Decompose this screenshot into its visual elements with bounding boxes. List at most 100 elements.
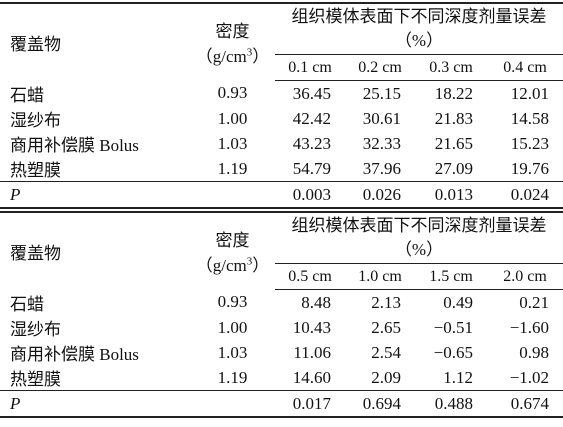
value: 2.65 [371,317,401,337]
value: 10.43 [292,317,331,337]
data-row: 热塑膜 1.19 14.60 2.09 1.12 −1.02 [0,365,563,391]
density: 1.19 [217,158,248,178]
unit-sup: 3 [246,46,253,59]
p-value: 0.026 [345,181,415,209]
unit-sup: 3 [246,255,253,268]
value: 30.61 [362,108,401,128]
value: 19.76 [510,158,550,178]
value: 14.60 [292,367,331,387]
material: 石蜡 [10,294,44,314]
unit-post: ） [252,256,270,276]
depth-label: 0.5 cm [275,263,345,290]
header-group: 组织模体表面下不同深度剂量误差（%） [275,2,563,55]
p-value: 0.674 [487,390,563,418]
unit-pre: （g/cm [195,256,247,276]
value: 2.54 [371,342,401,362]
density: 1.03 [217,133,248,153]
data-row: 商用补偿膜 Bolus 1.03 43.23 32.33 21.65 15.23 [0,131,563,156]
value: 11.06 [293,342,331,362]
depth-label: 1.0 cm [345,263,415,290]
value: −1.02 [509,367,550,387]
material: 石蜡 [10,85,44,105]
header-material: 覆盖物 [0,211,190,290]
value: 14.58 [510,108,550,128]
density: 0.93 [217,292,248,312]
value: 1.12 [443,367,473,387]
p-row: P 0.003 0.026 0.013 0.024 [0,181,563,209]
value: 18.22 [434,83,473,103]
value: 37.96 [362,158,401,178]
value: 15.23 [510,133,550,153]
p-value: 0.013 [415,181,487,209]
depth-label: 2.0 cm [487,263,563,290]
value: 8.48 [301,292,331,312]
depth-label: 1.5 cm [415,263,487,290]
value: −0.51 [433,317,473,337]
value: 0.21 [519,292,550,312]
depth-row: 0.5 cm 1.0 cm 1.5 cm 2.0 cm [0,263,563,290]
depth-label: 0.1 cm [275,54,345,81]
value: −0.65 [433,342,473,362]
density-unit: （g/cm3） [190,251,275,276]
value: −1.60 [509,317,550,337]
value: 43.23 [292,133,331,153]
value: 42.42 [292,108,331,128]
p-row: P 0.017 0.694 0.488 0.674 [0,390,563,418]
value: 2.13 [371,292,401,312]
value: 27.09 [434,158,473,178]
material: 湿纱布 [10,320,61,339]
density: 1.00 [217,108,248,128]
value: 25.15 [362,83,401,103]
depth-label: 0.2 cm [345,54,415,81]
p-value: 0.488 [415,390,487,418]
value: 54.79 [292,158,331,178]
density: 1.00 [217,317,248,337]
material: 热塑膜 [10,161,61,180]
material: 商用补偿膜 Bolus [10,136,139,155]
value: 21.83 [434,108,473,128]
header-density: 密度 （g/cm3） [190,211,275,290]
header-material: 覆盖物 [0,2,190,81]
unit-post: ） [252,47,270,67]
depth-label: 0.4 cm [487,54,563,81]
p-value: 0.003 [275,181,345,209]
value: 32.33 [362,133,401,153]
data-row: 湿纱布 1.00 10.43 2.65 −0.51 −1.60 [0,315,563,340]
value: 21.65 [434,133,473,153]
p-value: 0.694 [345,390,415,418]
depth-label: 0.3 cm [415,54,487,81]
data-row: 湿纱布 1.00 42.42 30.61 21.83 14.58 [0,106,563,131]
empty [190,390,275,418]
value: 36.45 [292,83,331,103]
density-label: 密度 [215,231,250,251]
header-density: 密度 （g/cm3） [190,2,275,81]
p-value: 0.017 [275,390,345,418]
value: 0.49 [443,292,473,312]
empty [190,181,275,209]
data-row: 热塑膜 1.19 54.79 37.96 27.09 19.76 [0,156,563,182]
density: 0.93 [217,83,248,103]
density-unit: （g/cm3） [190,42,275,67]
material: 湿纱布 [10,111,61,130]
p-value: 0.024 [487,181,563,209]
data-table: 覆盖物 密度 （g/cm3） 组织模体表面下不同深度剂量误差（%） 0.1 cm 0.2 … [0,2,563,209]
header-row: 覆盖物 密度 （g/cm3） 组织模体表面下不同深度剂量误差（%） [0,211,563,290]
data-row: 石蜡 0.93 36.45 25.15 18.22 12.01 [0,81,563,107]
depth-row: 0.1 cm 0.2 cm 0.3 cm 0.4 cm [0,54,563,81]
density-label: 密度 [215,22,250,42]
density: 1.03 [217,342,248,362]
density: 1.19 [217,367,248,387]
page: 覆盖物 密度 （g/cm3） 组织模体表面下不同深度剂量误差（%） 0.1 cm 0.2 … [0,2,563,418]
data-table: 覆盖物 密度 （g/cm3） 组织模体表面下不同深度剂量误差（%） 0.5 cm 1.0 … [0,211,563,418]
data-row: 石蜡 0.93 8.48 2.13 0.49 0.21 [0,290,563,316]
value: 0.98 [519,342,550,362]
material: 热塑膜 [10,370,61,389]
value: 2.09 [371,367,401,387]
header-group: 组织模体表面下不同深度剂量误差（%） [275,211,563,264]
value: 12.01 [510,83,550,103]
unit-pre: （g/cm [195,47,247,67]
header-row: 覆盖物 密度 （g/cm3） 组织模体表面下不同深度剂量误差（%） [0,2,563,81]
p-label: P [0,390,190,418]
p-label: P [0,181,190,209]
data-row: 商用补偿膜 Bolus 1.03 11.06 2.54 −0.65 0.98 [0,340,563,365]
